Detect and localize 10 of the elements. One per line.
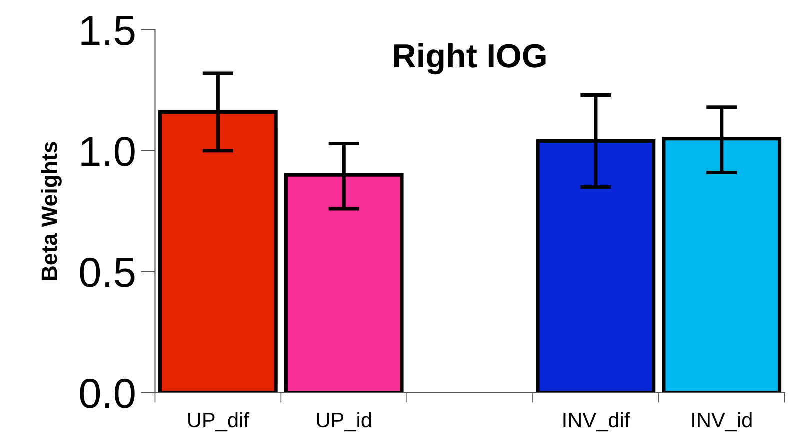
- chart-title: Right IOG: [394, 43, 546, 75]
- y-tick-label: 0.5: [80, 258, 135, 288]
- x-tick-label: INV_dif: [564, 412, 630, 432]
- y-axis-title: Beta Weights: [41, 142, 62, 280]
- y-tick-label: 1.0: [82, 136, 135, 166]
- x-tick-label: UP_id: [317, 412, 372, 432]
- x-tick-label: UP_dif: [188, 412, 250, 432]
- x-tick-label: INV_id: [692, 412, 752, 432]
- y-tick-label: 1.5: [82, 16, 135, 46]
- y-tick-label: 0.0: [80, 378, 135, 408]
